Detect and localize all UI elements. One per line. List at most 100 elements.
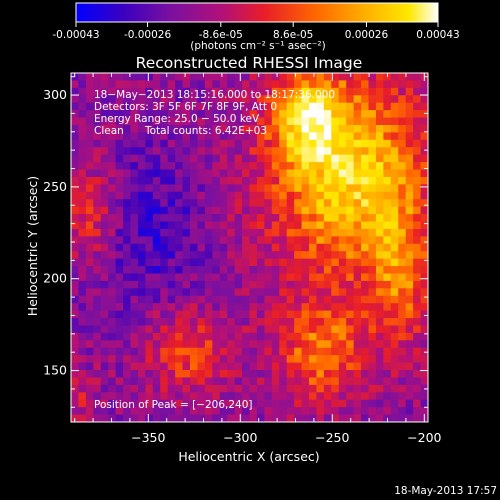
heatmap-cell — [301, 139, 310, 148]
heatmap-cell — [420, 310, 428, 319]
heatmap-cell — [279, 95, 288, 104]
heatmap-cell — [85, 347, 94, 356]
heatmap-cell — [145, 154, 154, 163]
heatmap-cell — [85, 184, 94, 193]
heatmap-cell — [100, 280, 109, 289]
heatmap-cell — [390, 191, 399, 200]
heatmap-cell — [383, 384, 392, 393]
heatmap-cell — [130, 295, 139, 304]
heatmap-cell — [301, 340, 310, 349]
heatmap-cell — [115, 87, 124, 96]
heatmap-cell — [249, 191, 258, 200]
heatmap-cell — [152, 154, 161, 163]
heatmap-cell — [160, 221, 169, 230]
heatmap-cell — [212, 355, 221, 364]
heatmap-cell — [108, 102, 117, 111]
heatmap-cell — [279, 258, 288, 267]
heatmap-cell — [145, 332, 154, 341]
heatmap-cell — [338, 184, 347, 193]
heatmap-cell — [256, 132, 265, 141]
heatmap-cell — [331, 154, 340, 163]
heatmap-cell — [175, 280, 184, 289]
heatmap-cell — [85, 280, 94, 289]
heatmap-cell — [375, 332, 384, 341]
heatmap-cell — [309, 310, 318, 319]
heatmap-cell — [123, 332, 132, 341]
heatmap-cell — [160, 87, 169, 96]
heatmap-cell — [383, 132, 392, 141]
heatmap-cell — [227, 199, 236, 208]
heatmap-cell — [145, 325, 154, 334]
heatmap-cell — [85, 310, 94, 319]
heatmap-cell — [279, 355, 288, 364]
heatmap-cell — [234, 266, 243, 275]
heatmap-cell — [234, 124, 243, 134]
heatmap-cell — [115, 392, 124, 401]
heatmap-cell — [375, 243, 384, 252]
heatmap-cell — [279, 214, 288, 223]
heatmap-cell — [242, 251, 251, 260]
heatmap-cell — [264, 407, 273, 416]
heatmap-cell — [219, 355, 228, 364]
heatmap-cell — [323, 139, 332, 148]
heatmap-cell — [301, 273, 310, 282]
heatmap-cell — [182, 169, 191, 178]
heatmap-cell — [294, 370, 303, 379]
heatmap-cell — [130, 377, 139, 386]
heatmap-cell — [115, 124, 124, 134]
heatmap-cell — [130, 332, 139, 341]
heatmap-cell — [197, 273, 206, 282]
heatmap-cell — [123, 251, 132, 260]
heatmap-cell — [383, 214, 392, 223]
heatmap-cell — [331, 310, 340, 319]
heatmap-cell — [115, 147, 124, 156]
heatmap-cell — [331, 184, 340, 193]
heatmap-cell — [331, 370, 340, 379]
heatmap-cell — [353, 407, 362, 416]
heatmap-cell — [108, 87, 117, 96]
heatmap-cell — [85, 243, 94, 252]
heatmap-cell — [227, 154, 236, 163]
heatmap-cell — [234, 176, 243, 185]
heatmap-cell — [279, 73, 288, 82]
heatmap-cell — [123, 132, 132, 141]
heatmap-cell — [227, 236, 236, 245]
heatmap-cell — [234, 280, 243, 289]
heatmap-cell — [420, 266, 428, 275]
heatmap-cell — [398, 184, 407, 193]
heatmap-cell — [420, 191, 428, 200]
heatmap-cell — [286, 243, 295, 252]
heatmap-cell — [175, 124, 184, 134]
heatmap-cell — [167, 407, 176, 416]
heatmap-cell — [323, 318, 332, 327]
heatmap-cell — [130, 139, 139, 148]
heatmap-cell — [130, 221, 139, 230]
heatmap-cell — [256, 236, 265, 245]
heatmap-cell — [309, 243, 318, 252]
heatmap-cell — [331, 236, 340, 245]
heatmap-cell — [93, 407, 102, 416]
x-axis-ticks: −350 −300 −250 −200 — [74, 73, 442, 445]
heatmap-cell — [145, 102, 154, 111]
heatmap-cell — [390, 407, 399, 416]
heatmap-cell — [93, 102, 102, 111]
heatmap-cell — [204, 347, 213, 356]
heatmap-cell — [227, 251, 236, 260]
heatmap-cell — [137, 370, 146, 379]
heatmap-cell — [383, 251, 392, 260]
heatmap-cell — [160, 251, 169, 260]
heatmap-cell — [219, 332, 228, 341]
heatmap-cell — [108, 169, 117, 178]
heatmap-cell — [78, 184, 87, 193]
heatmap-cell — [331, 199, 340, 208]
heatmap-cell — [316, 236, 325, 245]
heatmap-cell — [338, 251, 347, 260]
heatmap-cell — [338, 124, 347, 134]
heatmap-cell — [175, 243, 184, 252]
heatmap-cell — [152, 384, 161, 393]
heatmap-cell — [137, 399, 146, 408]
heatmap-cell — [361, 221, 370, 230]
heatmap-cell — [405, 355, 414, 364]
heatmap-cell — [85, 399, 94, 408]
heatmap-cell — [130, 199, 139, 208]
